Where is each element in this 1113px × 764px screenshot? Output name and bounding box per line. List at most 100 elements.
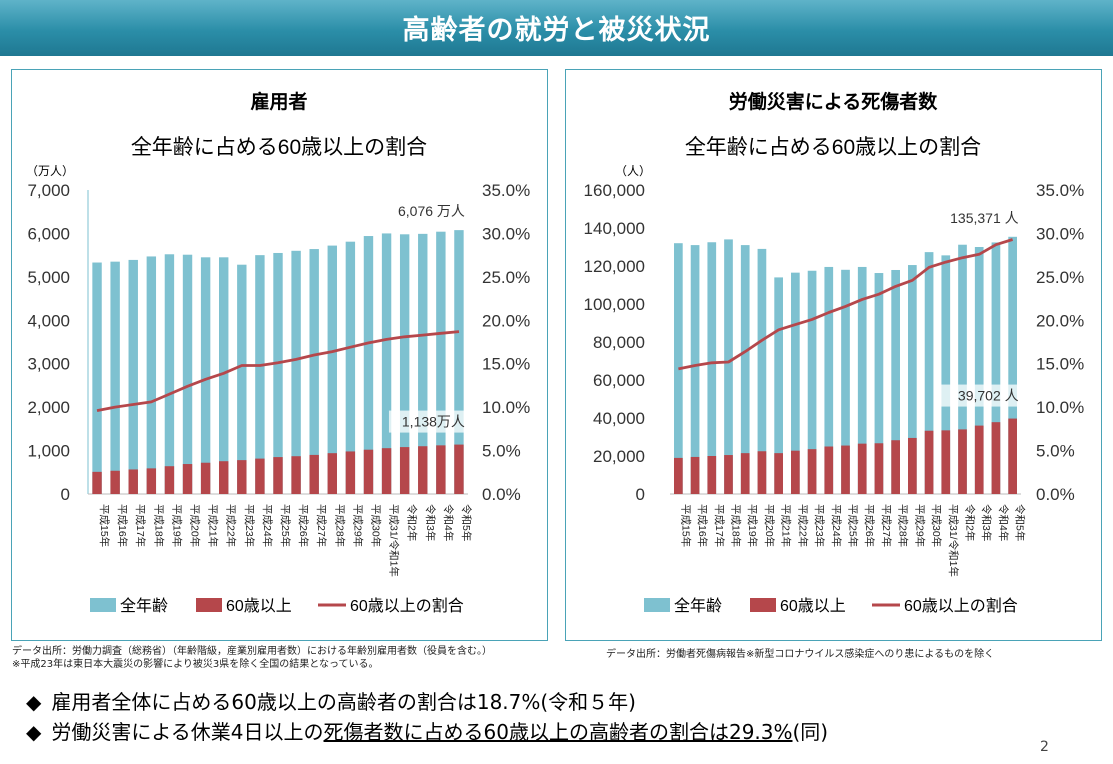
x-tick-label: 平成29年 [913, 504, 926, 547]
bar-all-ages [436, 231, 446, 495]
bar-all-ages [974, 247, 984, 494]
bar-all-ages [128, 259, 138, 494]
bar-all-ages [958, 244, 967, 494]
bullet-accident: ◆ 労働災害による休業4日以上の死傷者数に占める60歳以上の高齢者の割合は29.3… [26, 716, 828, 745]
y-axis-unit: （万人） [26, 164, 74, 178]
bar-age-60-plus [418, 446, 428, 494]
employment-chart-panel: 雇用者 全年齢に占める60歳以上の割合 （万人） 0 1,000 2,000 3,000 4,… [11, 69, 548, 641]
y2-tick-label: 15.0% [1036, 355, 1084, 374]
x-tick-label: 令和2年 [406, 504, 419, 541]
bar-age-60-plus [791, 450, 800, 494]
bar-all-ages [941, 255, 951, 494]
bar-age-60-plus [908, 437, 917, 494]
y-tick-label: 0 [636, 485, 645, 504]
x-tick-label: 平成15年 [679, 504, 692, 547]
chart-title: 労働災害による死傷者数 [729, 90, 938, 113]
x-tick-label: 平成21年 [780, 504, 793, 547]
ratio-line [96, 330, 460, 412]
y2-tick-label: 25.0% [482, 268, 530, 287]
x-tick-label: 平成27年 [315, 504, 328, 547]
bar-age-60-plus [164, 466, 175, 494]
bar-age-60-plus [707, 456, 717, 494]
legend-swatch-all-ages [90, 598, 116, 612]
x-tick-label: 平成19年 [170, 504, 183, 547]
bar-all-ages [182, 254, 193, 494]
x-tick-label: 平成24年 [830, 504, 843, 547]
x-tick-label: 平成16年 [696, 504, 709, 547]
x-tick-label: 平成19年 [746, 504, 759, 547]
data-label: 1,138万人 [402, 414, 465, 430]
y-tick-label: 140,000 [584, 219, 645, 238]
data-label: 135,371 人 [950, 210, 1019, 226]
page-number: 2 [1040, 739, 1049, 755]
bar-age-60-plus [381, 448, 392, 494]
bar-all-ages [874, 273, 884, 494]
bullet-text-2a: 労働災害による休業4日以上の [51, 720, 324, 744]
page-title: 高齢者の就労と被災状況 [402, 15, 711, 46]
y2-tick-label: 0.0% [1036, 485, 1075, 504]
bar-age-60-plus [841, 445, 850, 494]
bar-age-60-plus [110, 470, 120, 494]
x-tick-label: 令和4年 [997, 504, 1010, 541]
x-tick-label: 平成25年 [847, 504, 860, 547]
data-label-backdrop [938, 384, 1023, 407]
y-tick-label: 7,000 [27, 181, 70, 200]
x-tick-label: 平成17年 [134, 504, 147, 547]
y2-tick-label: 5.0% [1036, 442, 1075, 461]
x-tick-label: 令和5年 [460, 504, 473, 541]
bar-age-60-plus [1008, 418, 1017, 494]
bar-all-ages [724, 239, 733, 494]
bar-all-ages [146, 256, 157, 494]
bar-all-ages [363, 236, 374, 494]
x-tick-label: 平成21年 [207, 504, 220, 547]
bar-age-60-plus [146, 468, 157, 494]
bar-age-60-plus [891, 440, 900, 494]
chart-subtitle: 全年齢に占める60歳以上の割合 [685, 136, 981, 159]
bar-all-ages [774, 277, 783, 494]
x-tick-label: 令和3年 [980, 504, 993, 541]
x-tick-label: 平成22年 [225, 504, 238, 547]
x-tick-label: 平成18年 [152, 504, 165, 547]
bar-age-60-plus [399, 447, 410, 494]
bar-all-ages [891, 269, 900, 494]
x-tick-label: 平成27年 [880, 504, 893, 547]
x-tick-label: 平成17年 [713, 504, 726, 547]
bar-all-ages [219, 257, 229, 494]
left-source-note: データ出所：労働力調査（総務省）（年齢階級，産業別雇用者数）における年齢別雇用者… [12, 646, 492, 657]
bar-age-60-plus [991, 422, 1001, 494]
x-tick-label: 平成23年 [243, 504, 256, 547]
x-tick-label: 令和5年 [1014, 504, 1027, 541]
bar-age-60-plus [824, 446, 834, 494]
x-tick-label: 平成28年 [333, 504, 346, 547]
data-label: 6,076 万人 [398, 203, 465, 219]
bar-all-ages [345, 241, 356, 494]
chart-title: 雇用者 [250, 90, 307, 113]
diamond-bullet-icon: ◆ [26, 690, 42, 714]
y2-tick-label: 20.0% [482, 311, 530, 330]
bar-all-ages [924, 252, 934, 494]
bar-age-60-plus [724, 455, 733, 494]
bar-age-60-plus [200, 462, 211, 494]
x-tick-label: 平成20年 [189, 504, 202, 547]
bar-all-ages [200, 257, 211, 494]
title-banner: 高齢者の就労と被災状況 [0, 0, 1113, 56]
bar-all-ages [92, 262, 102, 494]
x-tick-label: 平成24年 [261, 504, 274, 547]
ratio-line [678, 238, 1014, 371]
y-axis-unit: （人） [615, 164, 651, 178]
bar-age-60-plus [309, 454, 319, 494]
bar-all-ages [857, 266, 867, 494]
bar-all-ages [309, 249, 319, 494]
bar-age-60-plus [958, 429, 967, 494]
bar-all-ages [824, 266, 834, 494]
legend-label-60-plus: 60歳以上 [226, 597, 292, 615]
bar-all-ages [707, 242, 717, 494]
y-tick-label: 80,000 [593, 333, 645, 352]
bar-age-60-plus [128, 469, 138, 494]
diamond-bullet-icon: ◆ [26, 720, 42, 744]
y-tick-label: 0 [61, 485, 70, 504]
y-tick-label: 40,000 [593, 409, 645, 428]
bar-all-ages [991, 242, 1001, 494]
bar-all-ages [690, 245, 700, 494]
